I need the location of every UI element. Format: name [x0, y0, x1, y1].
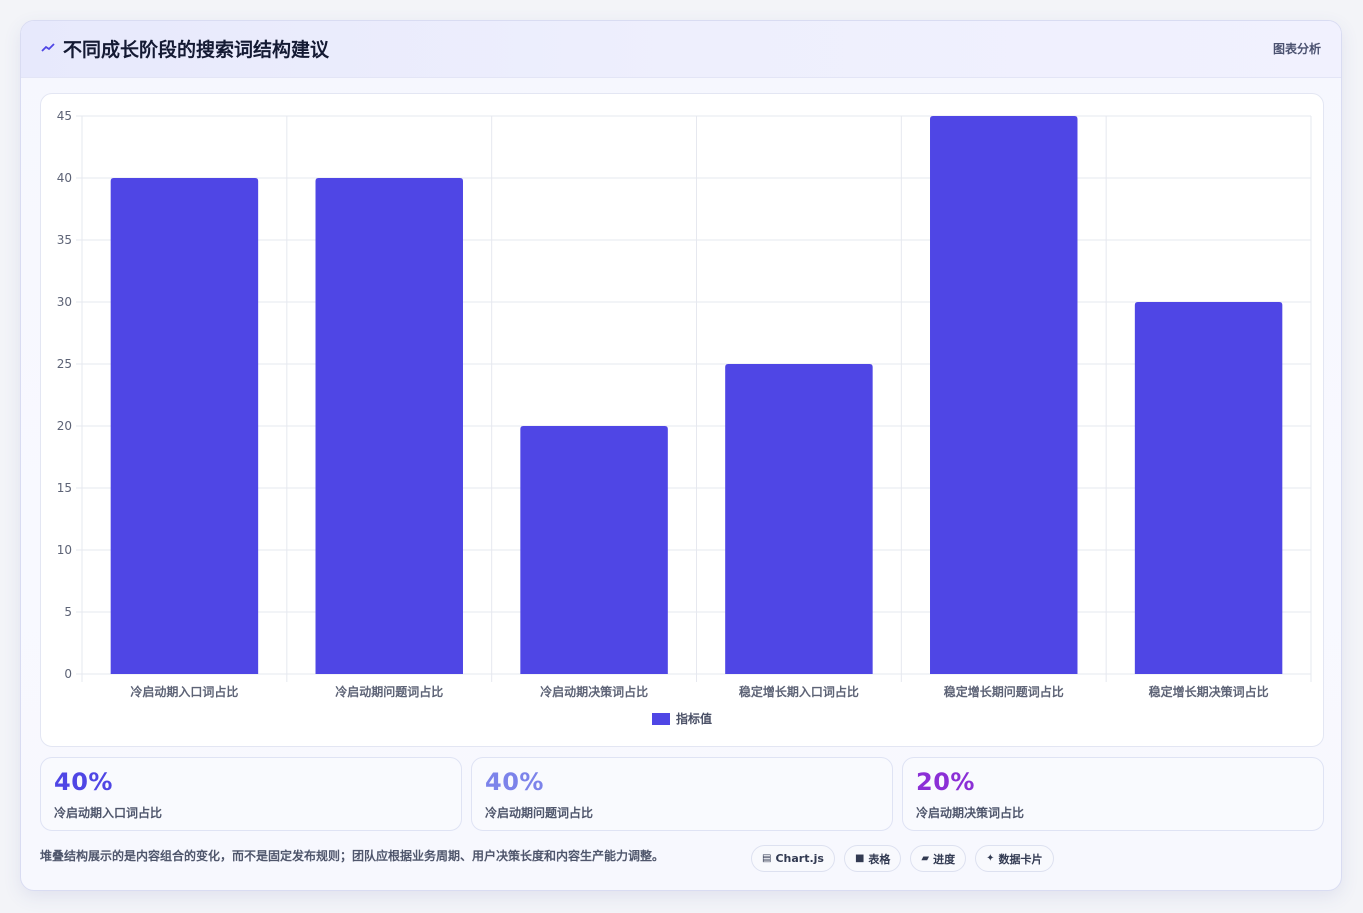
chip-label: Chart.js — [775, 852, 824, 865]
bar-chart: 0 5 10 15 20 25 30 35 40 45 冷启动期入口词占比 冷启动期问题词占比 冷启动期… — [57, 109, 1312, 726]
x-tick-label: 冷启动期决策词占比 — [540, 684, 648, 699]
bar — [315, 178, 463, 674]
legend-swatch — [652, 713, 670, 725]
x-tick-label: 稳定增长期决策词占比 — [1149, 684, 1269, 699]
bar — [110, 178, 259, 674]
stat-value: 40% — [485, 768, 544, 796]
chip-label: 进度 — [933, 852, 956, 866]
x-tick-label: 稳定增长期入口词占比 — [739, 684, 859, 699]
trend-icon — [41, 43, 55, 52]
chart-icon: ▤ — [762, 853, 772, 864]
table-icon: ■ — [854, 853, 865, 864]
legend-label: 指标值 — [676, 711, 712, 726]
chip-chartjs[interactable]: ▤ Chart.js — [751, 845, 835, 872]
y-tick-label: 40 — [57, 171, 72, 185]
y-tick-label: 10 — [57, 543, 72, 557]
stat-value: 40% — [54, 768, 113, 796]
stat-label: 冷启动期问题词占比 — [485, 806, 594, 820]
footnote: 堆叠结构展示的是内容组合的变化，而不是固定发布规则；团队应根据业务周期、用户决策… — [40, 849, 665, 863]
y-tick-label: 20 — [57, 419, 72, 433]
chip-data-card[interactable]: ✦ 数据卡片 — [975, 845, 1054, 872]
stat-label: 冷启动期决策词占比 — [916, 806, 1025, 820]
chart-card: 不同成长阶段的搜索词结构建议 图表分析 0 5 10 15 20 25 30 35 40 45 冷启… — [20, 20, 1342, 891]
x-tick-label: 稳定增长期问题词占比 — [944, 684, 1064, 699]
chip-table[interactable]: ■ 表格 — [843, 845, 902, 872]
bar — [520, 426, 668, 674]
y-tick-label: 35 — [57, 233, 72, 247]
card-header: 不同成长阶段的搜索词结构建议 图表分析 — [21, 21, 1341, 78]
progress-icon: ▰ — [921, 853, 930, 864]
y-tick-label: 5 — [64, 605, 72, 619]
y-tick-label: 0 — [64, 667, 72, 681]
y-tick-label: 15 — [57, 481, 72, 495]
stat-card-3: 20% 冷启动期决策词占比 — [902, 757, 1324, 831]
stat-card-1: 40% 冷启动期入口词占比 — [40, 757, 462, 831]
chart-panel: 0 5 10 15 20 25 30 35 40 45 冷启动期入口词占比 冷启动期问题词占比 冷启动期… — [40, 93, 1324, 747]
card-icon: ✦ — [986, 853, 995, 864]
stat-label: 冷启动期入口词占比 — [54, 806, 163, 820]
bar — [1134, 302, 1283, 674]
bar — [930, 116, 1078, 674]
y-tick-label: 30 — [57, 295, 72, 309]
chart-analysis-label: 图表分析 — [1272, 42, 1321, 56]
chip-group: ▤ Chart.js ■ 表格 ▰ 进度 ✦ 数据卡片 — [751, 845, 1054, 872]
x-tick-label: 冷启动期入口词占比 — [130, 684, 238, 699]
stat-card-2: 40% 冷启动期问题词占比 — [471, 757, 893, 831]
bar — [725, 364, 873, 674]
page-title: 不同成长阶段的搜索词结构建议 — [63, 39, 330, 61]
x-tick-label: 冷启动期问题词占比 — [335, 684, 443, 699]
chip-progress[interactable]: ▰ 进度 — [910, 845, 967, 872]
y-tick-label: 45 — [57, 109, 72, 123]
y-tick-label: 25 — [57, 357, 72, 371]
chip-label: 表格 — [868, 852, 891, 866]
chip-label: 数据卡片 — [998, 852, 1043, 866]
stat-value: 20% — [916, 768, 975, 796]
